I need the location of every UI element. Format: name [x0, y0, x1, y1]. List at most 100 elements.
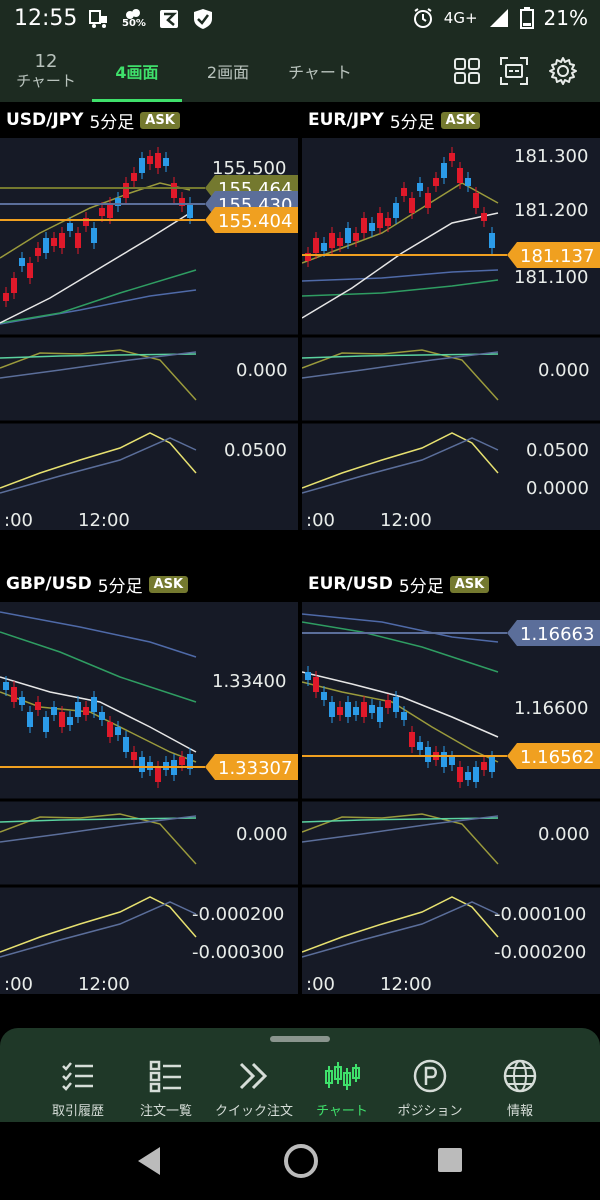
candle [147, 156, 153, 164]
current-price-tag: 181.137 [507, 242, 600, 268]
oscillator-axis-label: 0.000 [236, 360, 288, 381]
bottom-navigation: 取引履歴 注文一覧 クイック注文 チャート ポジション 情報 [0, 1028, 600, 1122]
candle [107, 203, 113, 218]
candle [131, 173, 137, 181]
price-axis-label: 155.500 [212, 158, 286, 179]
oscillator-line [302, 349, 499, 401]
currency-pair: EUR/USD [308, 574, 393, 594]
ask-badge[interactable]: ASK [148, 575, 189, 593]
oscillator-line [0, 353, 197, 359]
candle [473, 767, 479, 782]
candle [345, 702, 351, 717]
globe-icon [503, 1059, 537, 1093]
tab-12-chart[interactable]: 12 チャート [16, 51, 76, 91]
oscillator-line [0, 896, 197, 953]
candle [425, 747, 431, 762]
battery-icon [519, 7, 534, 29]
price-tag: 1.16663 [507, 620, 600, 646]
candle [481, 762, 487, 770]
time-axis-label: :00 [4, 974, 33, 994]
candle [305, 672, 311, 680]
ask-badge[interactable]: ASK [140, 111, 180, 129]
price-axis-label: 181.300 [514, 146, 588, 167]
chart-background [302, 138, 600, 530]
gear-icon[interactable] [548, 56, 578, 86]
nav-position[interactable]: ポジション [384, 1058, 476, 1119]
oscillator-axis-label: 0.000 [538, 824, 590, 845]
tab-4-screen[interactable]: 4画面 [92, 40, 182, 102]
candle [385, 218, 391, 226]
oscillator-axis-label: -0.000100 [494, 904, 586, 925]
chart-panel-eurusd[interactable]: EUR/USD 5分足 ASK 1.16663 1.16600 1.16562 0.0… [302, 566, 600, 994]
candle [313, 238, 319, 253]
panel-header: EUR/USD 5分足 ASK [302, 566, 600, 602]
grid-icon[interactable] [452, 56, 482, 86]
chart-canvas[interactable]: 1.16663 1.16600 1.16562 0.000 -0.000100 -0.00… [302, 602, 600, 994]
nav-trade-history[interactable]: 取引履歴 [32, 1058, 124, 1119]
spacer [0, 994, 600, 1028]
oscillator-axis-label: 0.000 [538, 360, 590, 381]
chart-canvas[interactable]: 1.33400 1.33307 0.000 -0.000200 -0.000300:00… [0, 602, 298, 994]
candle [473, 193, 479, 208]
candle [449, 757, 455, 765]
home-icon[interactable] [282, 1142, 320, 1180]
svg-text:155.404: 155.404 [218, 211, 292, 232]
oscillator-line [0, 437, 197, 494]
candle [59, 233, 65, 248]
candle [115, 727, 121, 735]
candle [43, 717, 49, 732]
candle [131, 752, 137, 760]
chart-panel-gbpusd[interactable]: GBP/USD 5分足 ASK 1.33400 1.33307 0.000 -0.00… [0, 566, 298, 994]
tab-chart[interactable]: チャート [288, 63, 352, 82]
chart-panel-usdjpy[interactable]: USD/JPY 5分足 ASK 155.500 155.464 155.430 155… [0, 102, 298, 530]
timeframe: 5分足 [389, 112, 435, 133]
nav-chart[interactable]: チャート [296, 1058, 388, 1119]
ask-badge[interactable]: ASK [449, 575, 490, 593]
svg-text:1.16562: 1.16562 [520, 747, 594, 768]
oscillator-line [0, 351, 197, 379]
candle [393, 697, 399, 712]
signal-icon [489, 9, 508, 27]
oscillator-line [302, 432, 499, 489]
ma-line [0, 676, 197, 753]
candlestick-icon [325, 1062, 360, 1090]
candle [187, 203, 193, 218]
oscillator-line [302, 813, 499, 865]
candle [75, 233, 81, 248]
time-axis-label: :00 [306, 510, 335, 530]
candle [115, 198, 121, 206]
currency-pair: EUR/JPY [308, 110, 384, 130]
chart-background [302, 602, 600, 994]
nav-info[interactable]: 情報 [474, 1058, 566, 1119]
timeframe: 5分足 [398, 576, 444, 597]
candle [353, 707, 359, 715]
back-icon[interactable] [134, 1144, 164, 1178]
chart-tab-bar: 12 チャート 4画面 2画面 チャート [0, 40, 600, 102]
current-price-tag: 155.404 [205, 207, 298, 233]
ma-line [302, 613, 499, 643]
candle [457, 767, 463, 782]
recents-icon[interactable] [436, 1146, 464, 1174]
drag-handle[interactable] [270, 1036, 330, 1042]
ask-badge[interactable]: ASK [440, 111, 481, 129]
tab-2-screen[interactable]: 2画面 [206, 63, 250, 82]
candle [123, 737, 129, 752]
candle [393, 203, 399, 218]
candle [425, 193, 431, 208]
candle [337, 707, 343, 715]
chart-panel-eurjpy[interactable]: EUR/JPY 5分足 ASK 181.300 181.200 181.100 181… [302, 102, 600, 530]
candle [163, 158, 169, 166]
oscillator-line [302, 901, 499, 958]
panel-header: USD/JPY 5分足 ASK [0, 102, 298, 138]
candle [465, 772, 471, 780]
price-axis-label: 1.16600 [514, 698, 588, 719]
fullscreen-icon[interactable] [499, 56, 529, 86]
candle [51, 238, 57, 246]
chart-canvas[interactable]: 155.500155.464155.430155.4040.0000.0500:… [0, 138, 298, 530]
nav-order-list[interactable]: 注文一覧 [120, 1058, 212, 1119]
nav-quick-order[interactable]: クイック注文 [208, 1058, 300, 1119]
candle [321, 243, 327, 251]
candle [409, 198, 415, 213]
time-axis-label: :00 [4, 510, 33, 530]
